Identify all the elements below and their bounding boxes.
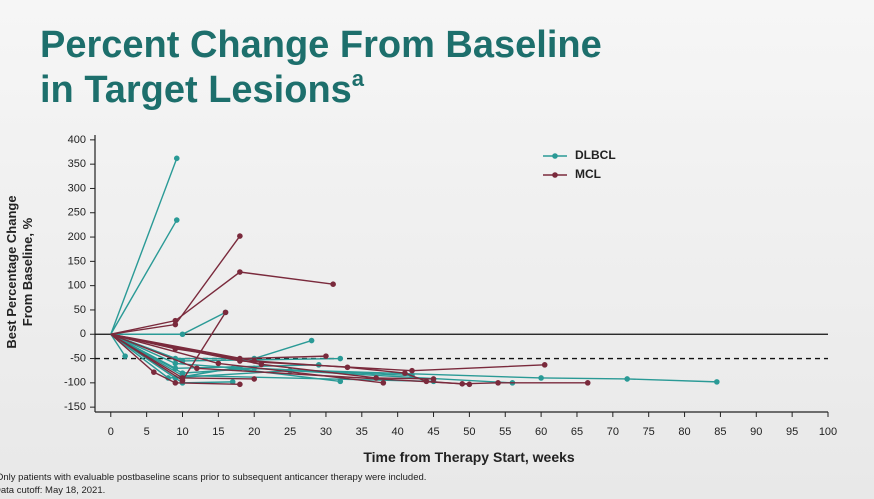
y-tick-label: 350 [68, 158, 86, 170]
legend-label: DLBCL [575, 148, 616, 162]
data-point [237, 233, 243, 239]
data-point [222, 309, 229, 316]
data-point [172, 360, 179, 367]
data-point [624, 376, 630, 382]
x-tick-label: 65 [571, 426, 583, 438]
x-tick-label: 70 [607, 426, 619, 438]
x-tick-label: 45 [427, 426, 439, 438]
data-point [237, 381, 243, 388]
data-point [172, 365, 179, 372]
data-point [541, 362, 548, 368]
data-point [584, 380, 591, 386]
x-tick-label: 20 [248, 426, 260, 438]
patient-line [110, 333, 513, 384]
x-tick-label: 5 [144, 426, 150, 438]
data-point [380, 380, 387, 386]
data-point [194, 365, 200, 372]
y-tick-label: 50 [74, 304, 86, 316]
data-point [459, 381, 466, 387]
x-tick-label: 25 [284, 426, 296, 438]
legend-marker [552, 172, 558, 178]
data-point [714, 379, 720, 385]
chart-title: Percent Change From Baseline [40, 24, 602, 66]
y-tick-label: 300 [68, 182, 86, 194]
y-tick-label: -50 [70, 352, 86, 364]
y-axis-label: Best Percentage Change [4, 195, 19, 348]
data-point [172, 321, 179, 328]
x-tick-label: 100 [819, 426, 837, 438]
data-point [330, 281, 336, 287]
data-point [229, 379, 236, 385]
x-tick-label: 50 [463, 426, 475, 438]
y-tick-label: 250 [68, 207, 86, 219]
data-point [402, 370, 408, 376]
y-tick-label: -100 [64, 377, 86, 389]
footnote: Data cutoff: May 18, 2021. [0, 485, 105, 496]
chart-title: in Target Lesionsa [40, 66, 365, 111]
data-point [538, 375, 544, 381]
x-tick-label: 60 [535, 426, 547, 438]
data-point [308, 337, 315, 344]
x-tick-label: 15 [212, 426, 224, 438]
patient-line [110, 158, 178, 335]
patient-line [110, 271, 334, 335]
patient-line [110, 333, 434, 380]
x-tick-label: 0 [108, 426, 114, 438]
x-tick-label: 75 [643, 426, 655, 438]
x-tick-label: 55 [499, 426, 511, 438]
x-tick-label: 95 [786, 426, 798, 438]
legend-marker [552, 153, 558, 159]
y-tick-label: 200 [68, 231, 86, 243]
patient-line [110, 333, 717, 383]
data-point [173, 217, 180, 223]
y-tick-label: 100 [68, 280, 86, 292]
data-point [172, 380, 179, 386]
x-axis-label: Time from Therapy Start, weeks [363, 449, 575, 465]
data-point [179, 375, 186, 381]
data-point [173, 155, 180, 162]
data-point [122, 353, 128, 359]
title-superscript: a [352, 66, 365, 91]
data-point [151, 369, 157, 375]
x-tick-label: 80 [678, 426, 690, 438]
y-axis-label: From Baseline, % [20, 217, 35, 326]
data-point [495, 380, 501, 386]
legend-label: MCL [575, 167, 601, 181]
patient-line [110, 333, 126, 357]
data-point [409, 367, 415, 374]
data-point [323, 353, 329, 359]
y-axis-title: Best Percentage Change From Baseline, % [4, 195, 35, 348]
x-tick-label: 35 [356, 426, 368, 438]
chart-title-line: in Target Lesions [40, 69, 352, 111]
y-tick-label: -150 [64, 401, 86, 413]
data-point [179, 331, 186, 338]
y-tick-label: 0 [80, 328, 86, 340]
patient-line [110, 219, 178, 335]
x-tick-label: 10 [176, 426, 188, 438]
data-point [337, 378, 344, 385]
data-point [172, 317, 179, 324]
y-tick-label: 150 [68, 255, 86, 267]
data-point [237, 269, 243, 275]
x-tick-label: 85 [714, 426, 726, 438]
data-point [373, 375, 379, 381]
y-tick-label: 400 [68, 134, 86, 146]
data-point [251, 376, 258, 382]
x-tick-label: 40 [392, 426, 404, 438]
x-tick-label: 30 [320, 426, 332, 438]
patient-line [110, 333, 240, 385]
x-tick-label: 90 [750, 426, 762, 438]
data-point [430, 376, 437, 382]
data-point [258, 361, 265, 368]
footnote: Only patients with evaluable postbaselin… [0, 472, 426, 483]
data-point [337, 355, 344, 362]
data-point [215, 360, 222, 367]
